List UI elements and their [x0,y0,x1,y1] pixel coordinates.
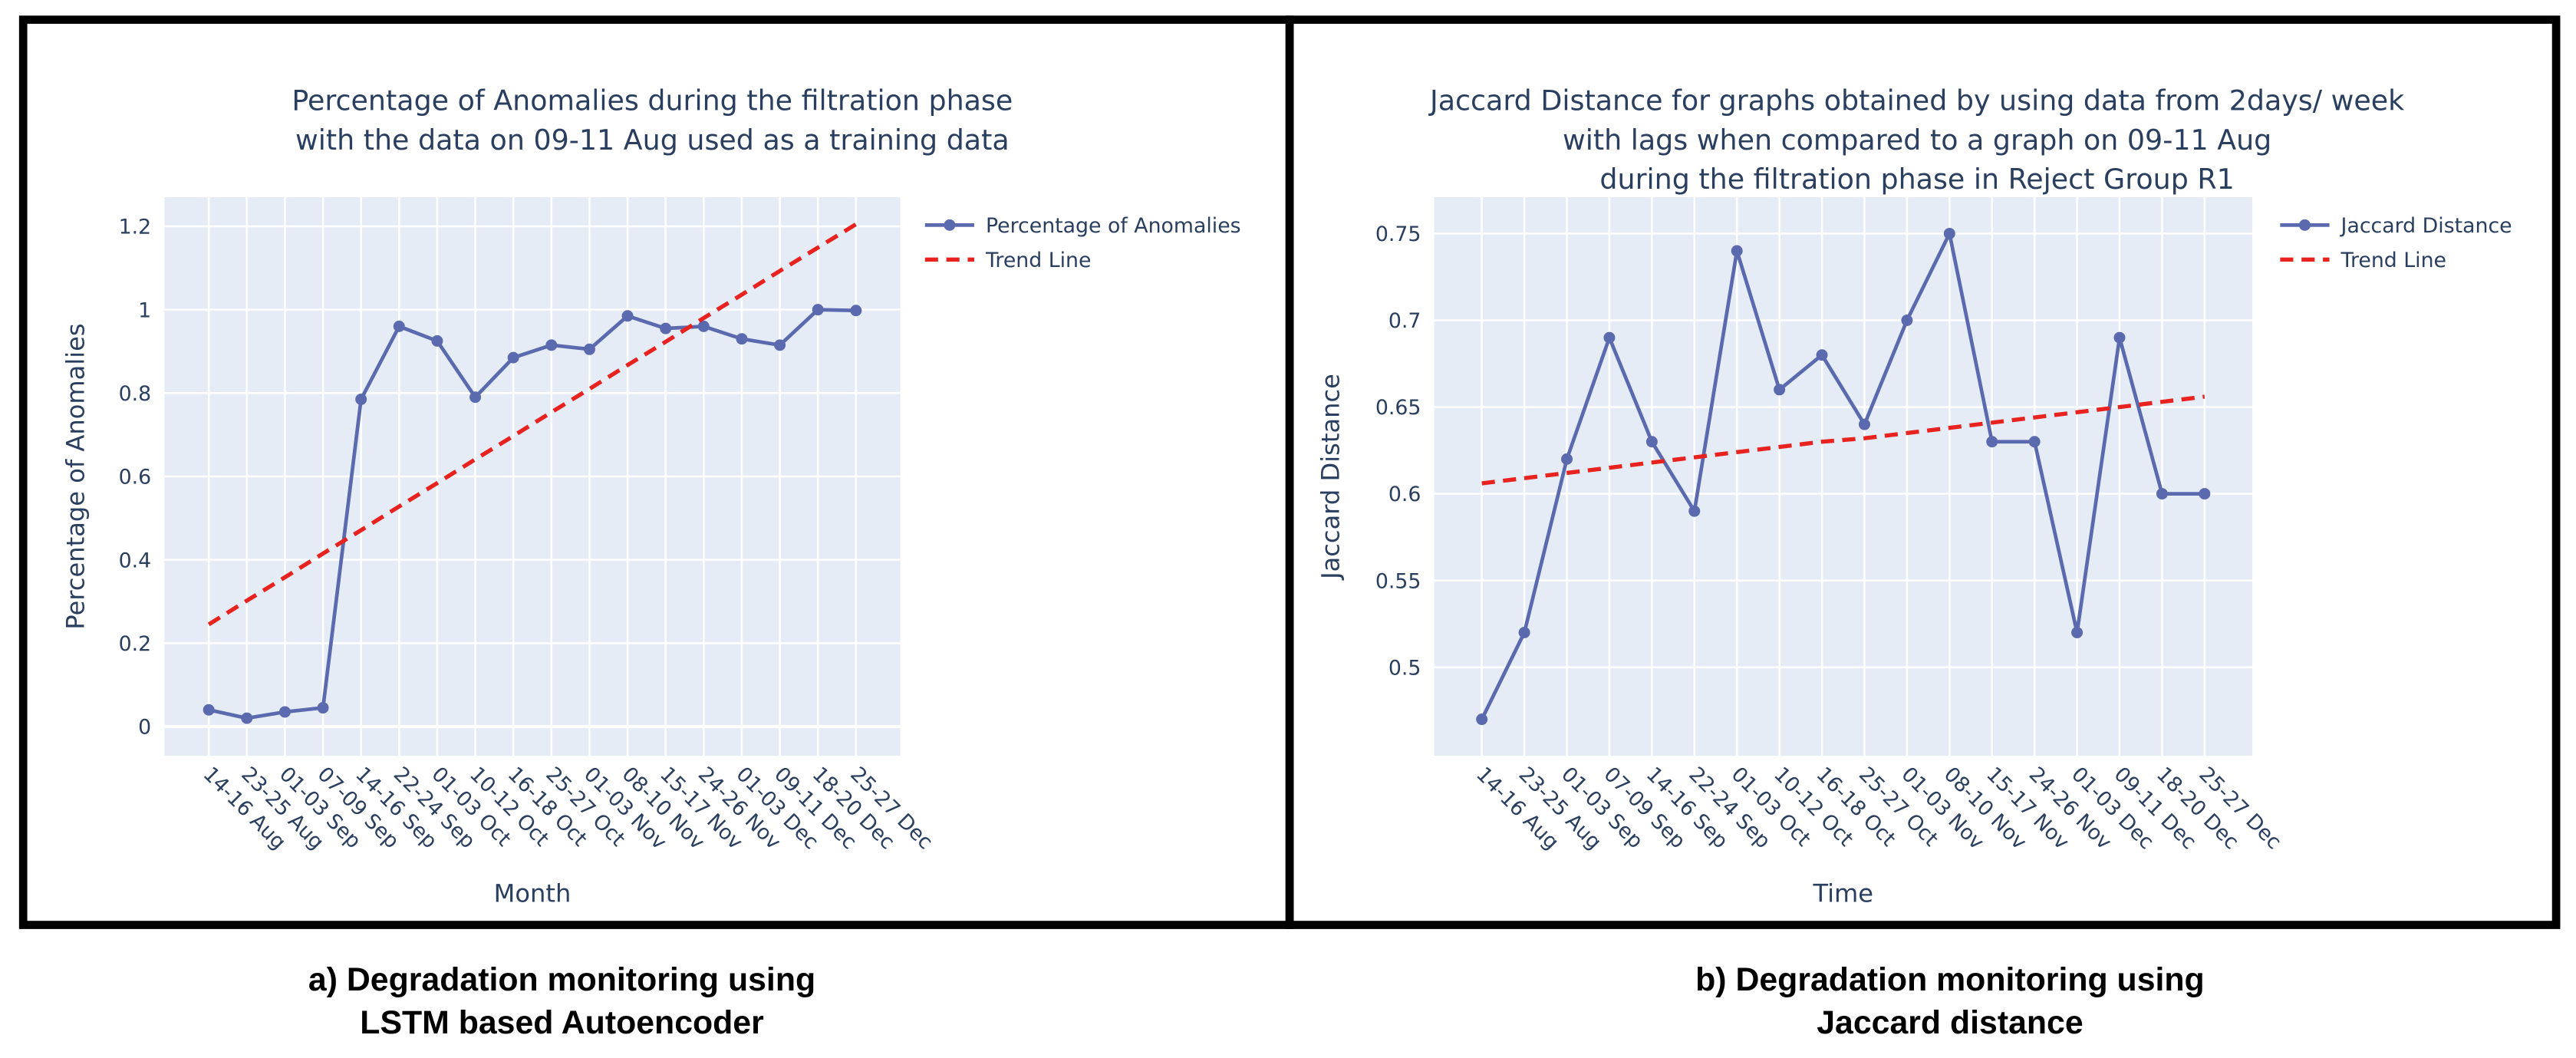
y-tick-label: 0.4 [119,549,152,572]
trend-line [1481,394,2205,486]
y-axis-title: Percentage of Anomalies [61,323,90,629]
point [507,351,519,364]
point [774,339,786,351]
legend-label: Trend Line [2340,249,2446,272]
y-tick-label: 1.2 [119,216,152,239]
point [2199,488,2211,500]
point [850,305,862,317]
caption: a) Degradation monitoring using [308,961,815,998]
point [355,393,367,405]
point [469,391,482,404]
point [393,320,405,332]
point [1774,384,1786,396]
point [1816,349,1828,361]
point [812,304,824,316]
caption: LSTM based Autoencoder [360,1004,764,1041]
caption: Jaccard distance [1817,1004,2083,1041]
y-tick-label: 0.65 [1375,396,1421,420]
point [1901,314,1913,326]
legend-marker [944,219,956,231]
point [317,702,329,714]
point [1645,436,1658,448]
x-axis-title: Month [494,879,572,908]
chart-title: with lags when compared to a graph on 09… [1563,124,2271,157]
y-tick-label: 0.75 [1375,222,1421,246]
y-axis-title: Jaccard Distance [1316,374,1345,581]
chart-title: with the data on 09-11 Aug used as a tra… [295,124,1010,157]
point [697,320,710,332]
chart-title: Percentage of Anomalies during the filtr… [292,84,1013,117]
series-line [1480,228,2205,720]
point [2028,436,2041,448]
point [660,322,672,335]
legend-marker [2298,219,2311,231]
y-tick-label: 0.8 [119,382,152,406]
legend-label: Jaccard Distance [2340,214,2512,238]
point [1688,505,1701,517]
point [1603,331,1616,344]
point [2071,626,2084,638]
y-tick-label: 0.5 [1388,656,1421,680]
chart-title: during the filtration phase in Reject Gr… [1599,163,2234,196]
legend-label: Trend Line [985,249,1091,272]
point [431,335,443,347]
point [583,343,595,355]
point [203,704,215,716]
point [1518,626,1530,638]
point [545,339,558,351]
point [1943,227,1955,239]
y-tick-label: 0 [138,716,151,740]
point [1561,453,1573,465]
point [278,706,291,718]
point [1731,245,1743,257]
legend-label: Percentage of Anomalies [986,214,1241,238]
y-tick-label: 0.7 [1388,309,1421,333]
x-axis-title: Time [1812,879,1873,908]
y-tick-label: 0.2 [119,632,152,656]
point [241,712,253,724]
point [1476,714,1488,726]
y-tick-label: 1 [138,298,151,322]
point [736,333,748,345]
caption: b) Degradation monitoring using [1695,961,2205,998]
point [1986,436,1998,448]
y-tick-label: 0.6 [1388,483,1421,506]
series-line [208,308,856,720]
chart-title: Jaccard Distance for graphs obtained by … [1428,84,2404,117]
y-tick-label: 0.6 [119,466,152,489]
point [621,310,634,322]
point [2113,331,2126,344]
point [1858,418,1870,430]
y-tick-label: 0.55 [1375,569,1421,593]
point [2156,488,2168,500]
plot-area [1434,196,2252,756]
